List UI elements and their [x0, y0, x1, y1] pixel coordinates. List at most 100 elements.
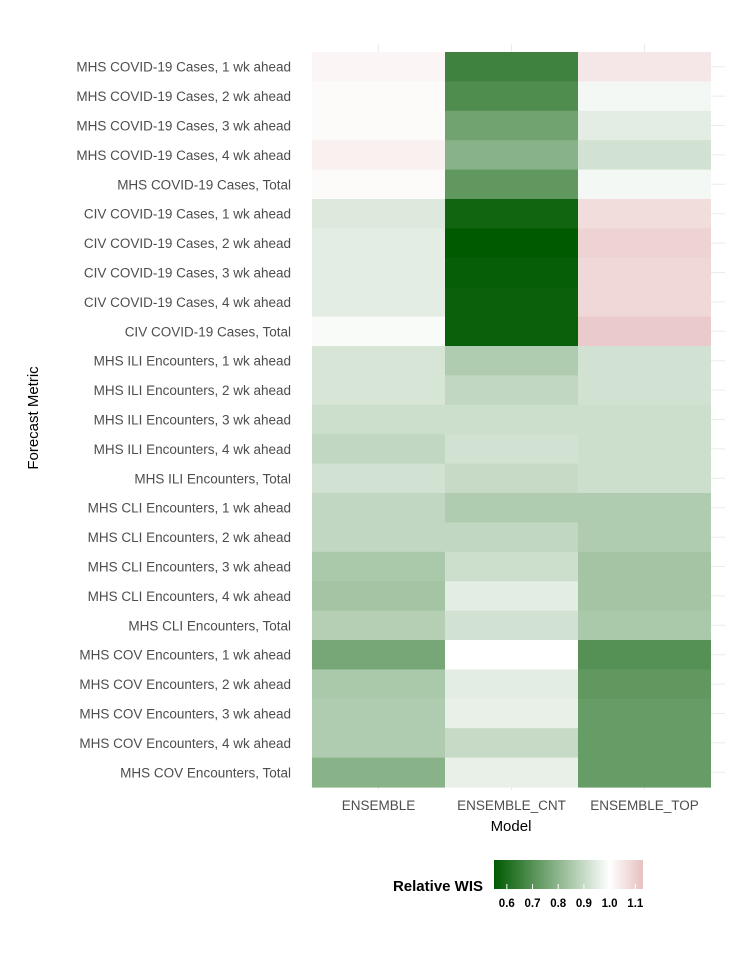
heatmap-cell: [578, 169, 711, 200]
legend-tick-label: 1.1: [627, 898, 644, 910]
heatmap-cell: [445, 698, 578, 729]
legend-colorbar: [494, 860, 643, 889]
heatmap-cell: [445, 52, 578, 82]
heatmap-cell: [445, 728, 578, 759]
heatmap-cell: [312, 81, 445, 112]
heatmap-cell: [312, 199, 445, 229]
y-tick-label: MHS COVID-19 Cases, 4 wk ahead: [76, 148, 291, 163]
legend-tick-label: 0.6: [499, 898, 515, 910]
heatmap-cell: [445, 375, 578, 406]
heatmap-cell: [578, 698, 711, 729]
heatmap-cell: [312, 640, 445, 670]
y-tick-label: MHS CLI Encounters, 2 wk ahead: [88, 530, 291, 545]
heatmap-cell: [312, 316, 445, 347]
heatmap-cell: [578, 110, 711, 141]
heatmap-cell: [578, 757, 711, 788]
heatmap-cell: [445, 81, 578, 112]
x-axis-tick-labels: ENSEMBLE ENSEMBLE_CNT ENSEMBLE_TOP: [342, 798, 699, 813]
heatmap-cell: [578, 316, 711, 347]
heatmap-cell: [312, 728, 445, 759]
y-tick-label: MHS COV Encounters, Total: [120, 765, 291, 780]
heatmap-cell: [312, 463, 445, 494]
heatmap-cell: [445, 346, 578, 376]
heatmap-cell: [312, 757, 445, 788]
heatmap-cell: [578, 463, 711, 494]
y-tick-label: MHS COV Encounters, 2 wk ahead: [79, 677, 291, 692]
heatmap-cell: [578, 287, 711, 318]
heatmap-cell: [578, 404, 711, 435]
heatmap-cell: [578, 52, 711, 82]
heatmap-cell: [445, 610, 578, 641]
heatmap-cell: [578, 257, 711, 288]
y-tick-label: CIV COVID-19 Cases, 4 wk ahead: [84, 295, 291, 310]
heatmap-cell: [445, 434, 578, 465]
heatmap-cell: [578, 434, 711, 465]
heatmap-cell: [445, 551, 578, 582]
y-tick-label: MHS CLI Encounters, 4 wk ahead: [88, 589, 291, 604]
y-tick-label: CIV COVID-19 Cases, 1 wk ahead: [84, 207, 291, 222]
y-tick-label: MHS COVID-19 Cases, Total: [117, 177, 291, 192]
legend-tick-label: 0.7: [525, 898, 541, 910]
y-tick-label: CIV COVID-19 Cases, 3 wk ahead: [84, 266, 291, 281]
heatmap-cell: [445, 640, 578, 670]
legend-tick-label: 0.8: [550, 898, 567, 910]
heatmap-cell: [312, 52, 445, 82]
heatmap-cell: [445, 581, 578, 612]
y-tick-label: MHS COVID-19 Cases, 1 wk ahead: [76, 60, 291, 75]
heatmap-cell: [445, 287, 578, 318]
y-tick-label: MHS CLI Encounters, Total: [128, 618, 291, 633]
x-tick-label: ENSEMBLE_TOP: [590, 798, 699, 813]
x-axis-title: Model: [491, 818, 532, 835]
y-tick-label: MHS CLI Encounters, 3 wk ahead: [88, 560, 291, 575]
y-tick-label: MHS CLI Encounters, 1 wk ahead: [88, 501, 291, 516]
legend-tick-labels: 0.6 0.7 0.8 0.9 1.0 1.1: [499, 884, 644, 910]
y-tick-label: MHS ILI Encounters, 1 wk ahead: [94, 354, 291, 369]
y-tick-label: MHS COVID-19 Cases, 2 wk ahead: [76, 89, 291, 104]
heatmap-cell: [578, 610, 711, 641]
heatmap-cell: [578, 375, 711, 406]
y-tick-label: MHS COV Encounters, 1 wk ahead: [79, 648, 291, 663]
y-tick-label: MHS COVID-19 Cases, 3 wk ahead: [76, 119, 291, 134]
y-tick-label: MHS ILI Encounters, Total: [134, 471, 291, 486]
heatmap-cell: [312, 110, 445, 141]
legend-tick-label: 1.0: [602, 898, 618, 910]
heatmap-cell: [312, 493, 445, 523]
y-tick-label: MHS COV Encounters, 4 wk ahead: [79, 736, 291, 751]
x-tick-label: ENSEMBLE: [342, 798, 416, 813]
heatmap-cell: [312, 140, 445, 171]
legend-title: Relative WIS: [393, 878, 483, 895]
heatmap-cell: [312, 287, 445, 318]
heatmap-cell: [312, 169, 445, 200]
heatmap-cell: [578, 551, 711, 582]
heatmap-cell: [312, 375, 445, 406]
heatmap-cell: [445, 463, 578, 494]
heatmap-cell: [312, 669, 445, 700]
legend-tick-label: 0.9: [576, 898, 592, 910]
y-tick-label: MHS ILI Encounters, 4 wk ahead: [94, 442, 291, 457]
heatmap-cell: [445, 199, 578, 229]
heatmap-cell: [312, 257, 445, 288]
heatmap-cell: [445, 228, 578, 259]
x-tick-label: ENSEMBLE_CNT: [457, 798, 566, 813]
heatmap-cell: [312, 228, 445, 259]
heatmap-cell: [578, 581, 711, 612]
heatmap-cell: [578, 669, 711, 700]
y-tick-label: CIV COVID-19 Cases, Total: [125, 324, 291, 339]
heatmap-cell: [445, 669, 578, 700]
heatmap-cell: [445, 316, 578, 347]
heatmap-cell: [445, 257, 578, 288]
heatmap-cell: [445, 169, 578, 200]
heatmap-cell: [312, 434, 445, 465]
heatmap-cell: [445, 757, 578, 788]
heatmap-cell: [312, 698, 445, 729]
heatmap-cell: [578, 81, 711, 112]
heatmap-cell: [312, 610, 445, 641]
heatmap-cell: [578, 640, 711, 670]
heatmap-cell: [445, 493, 578, 523]
heatmap-cell: [312, 581, 445, 612]
y-tick-label: MHS ILI Encounters, 2 wk ahead: [94, 383, 291, 398]
y-axis-title: Forecast Metric: [25, 366, 42, 470]
heatmap-cell: [445, 110, 578, 141]
heatmap-cell: [578, 493, 711, 523]
